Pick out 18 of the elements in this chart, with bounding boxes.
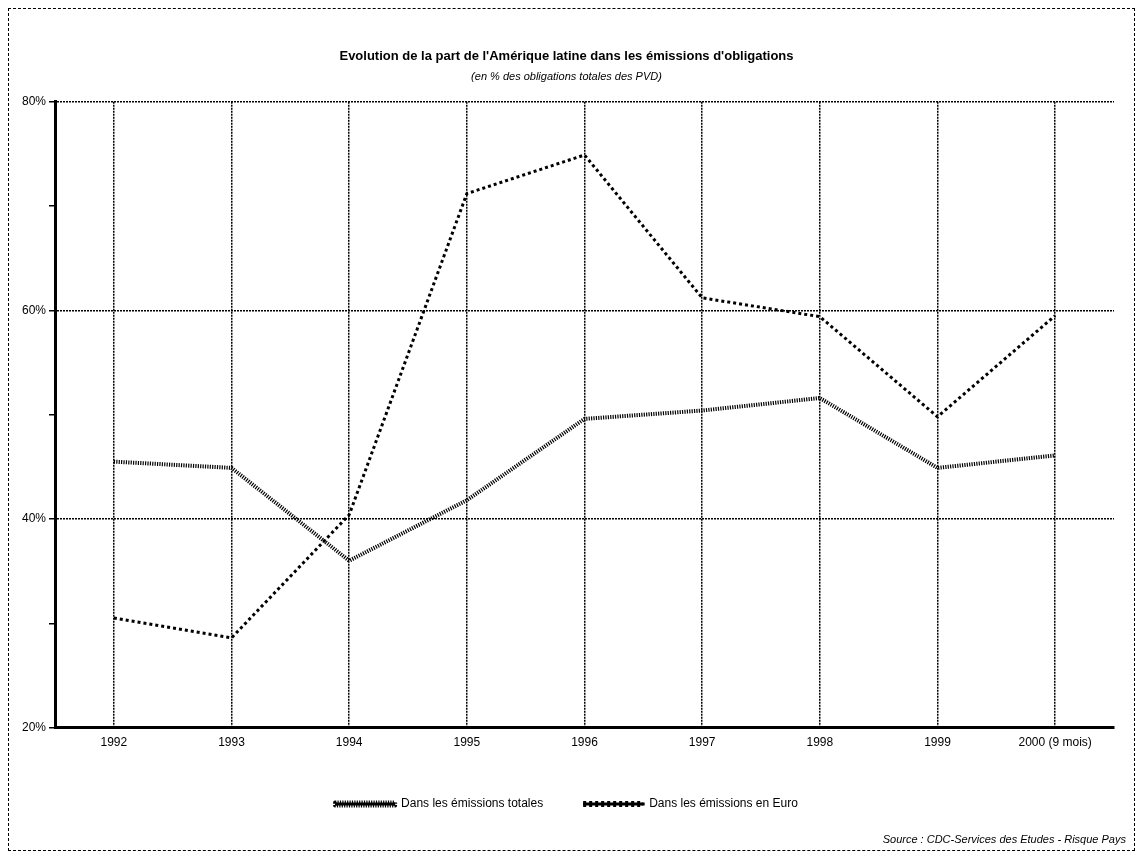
legend-label: Dans les émissions totales: [401, 796, 544, 811]
source-note: Source : CDC-Services des Etudes - Risque Pays: [882, 833, 1127, 846]
x-tick-label: 1999: [924, 735, 952, 750]
x-tick-label: 1993: [218, 735, 246, 750]
x-tick-label: 1994: [335, 735, 363, 750]
y-tick-label: 20%: [21, 719, 47, 734]
x-tick-label: 1998: [806, 735, 834, 750]
chart-subtitle: (en % des obligations totales des PVD): [471, 70, 663, 83]
x-tick-label: 2000 (9 mois): [1018, 735, 1092, 750]
y-tick-label: 80%: [21, 94, 47, 109]
x-tick-label: 1997: [688, 735, 716, 750]
y-tick-label: 40%: [21, 511, 47, 526]
legend-label: Dans les émissions en Euro: [649, 796, 799, 811]
x-tick-label: 1996: [571, 735, 599, 750]
chart-title: Evolution de la part de l'Amérique latine dans les émissions d'obligations: [339, 48, 794, 64]
x-tick-label: 1995: [453, 735, 481, 750]
x-tick-label: 1992: [100, 735, 128, 750]
y-tick-label: 60%: [21, 302, 47, 317]
